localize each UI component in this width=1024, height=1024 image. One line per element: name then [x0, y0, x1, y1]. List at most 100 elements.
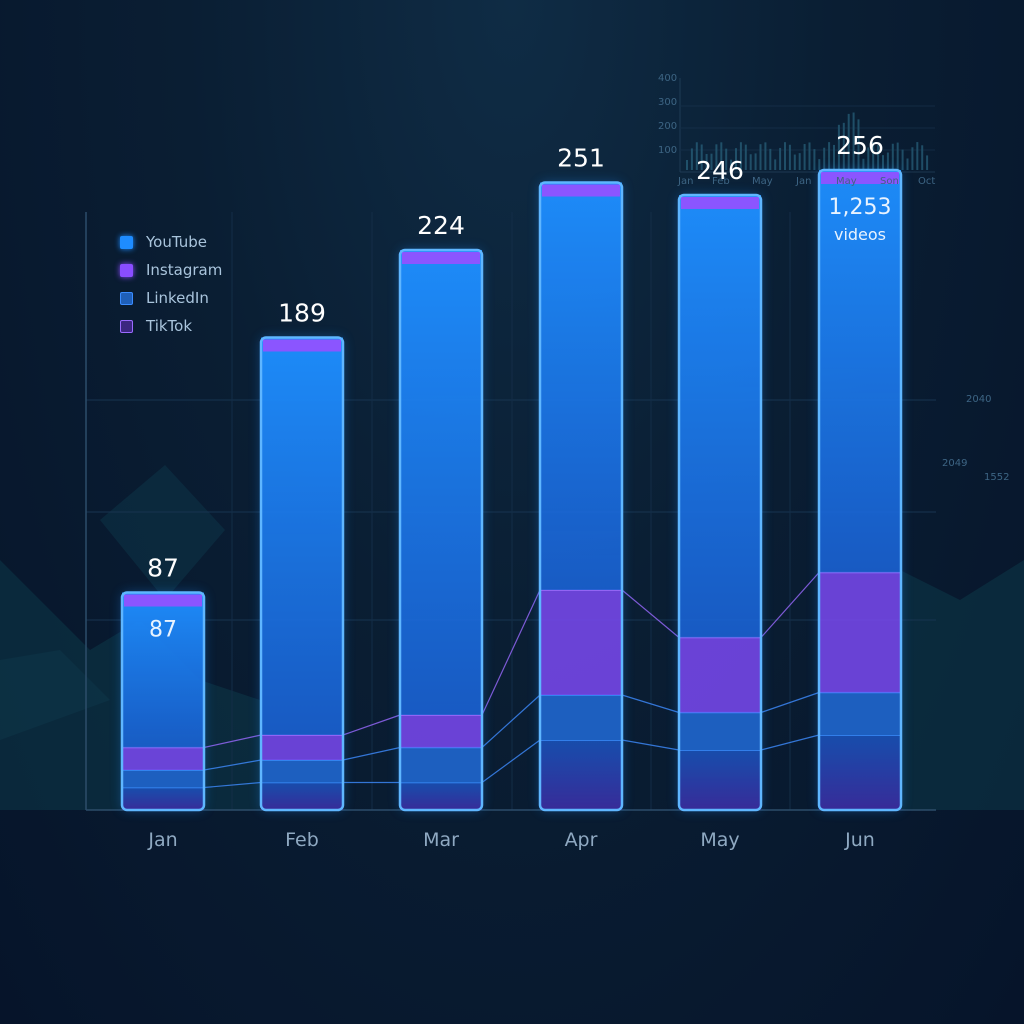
- bar-may[interactable]: [677, 193, 763, 812]
- x-tick-label: Jun: [844, 829, 875, 851]
- mini-y-tick: 400: [658, 73, 678, 84]
- chart-legend: YouTube Instagram LinkedIn TikTok: [120, 232, 222, 336]
- mini-bar: [710, 153, 713, 170]
- bar-feb[interactable]: [259, 336, 345, 812]
- legend-label: YouTube: [146, 233, 207, 251]
- bar-segment-linkedin[interactable]: [261, 760, 343, 783]
- legend-item-tiktok[interactable]: TikTok: [120, 316, 222, 336]
- bar-segment-linkedin[interactable]: [400, 747, 482, 783]
- bar-segment-youtube[interactable]: [679, 195, 761, 638]
- side-number: 1552: [984, 472, 1010, 483]
- bar-outline: [398, 248, 484, 812]
- legend-item-youtube[interactable]: YouTube: [120, 232, 222, 252]
- bar-segment-tiktok[interactable]: [122, 787, 204, 811]
- segment-connector: [481, 739, 541, 783]
- x-tick-label: Jan: [147, 829, 177, 851]
- bar-segment-linkedin[interactable]: [679, 712, 761, 751]
- segment-connector: [760, 734, 820, 751]
- segment-connector: [203, 734, 262, 749]
- mini-bar: [823, 147, 826, 170]
- bar-total-label: 87: [147, 554, 179, 583]
- side-number: 2040: [966, 394, 992, 405]
- mini-bar: [891, 143, 894, 170]
- legend-label: LinkedIn: [146, 289, 209, 307]
- bar-segment-instagram[interactable]: [679, 637, 761, 713]
- segment-connector: [621, 589, 680, 638]
- mini-bar: [852, 112, 855, 170]
- legend-item-linkedin[interactable]: LinkedIn: [120, 288, 222, 308]
- bar-segment-linkedin[interactable]: [819, 692, 901, 736]
- mini-y-tick: 300: [658, 97, 678, 108]
- mini-bar: [837, 124, 840, 170]
- bar-segment-youtube[interactable]: [122, 592, 204, 748]
- bar-inner-label: 1,253: [829, 195, 892, 220]
- bar-segment-tiktok[interactable]: [819, 735, 901, 810]
- bar-segment-tiktok[interactable]: [540, 740, 622, 810]
- x-tick-label: May: [700, 829, 739, 851]
- mini-bar: [808, 142, 811, 170]
- bar-segment-instagram[interactable]: [540, 590, 622, 695]
- bar-cap: [124, 594, 202, 607]
- bar-segment-tiktok[interactable]: [679, 750, 761, 810]
- mini-bar: [818, 159, 821, 170]
- x-tick-label: Feb: [285, 829, 319, 851]
- bar-segment-youtube[interactable]: [819, 170, 901, 573]
- x-tick-label: Mar: [423, 829, 459, 851]
- bar-segment-instagram[interactable]: [261, 735, 343, 760]
- mini-bar: [828, 142, 831, 170]
- bar-inner-label: 87: [149, 618, 177, 643]
- mini-x-tick: May: [836, 176, 857, 187]
- mini-bar: [842, 122, 845, 170]
- mini-y-tick: 200: [658, 121, 678, 132]
- mini-x-tick: May: [752, 176, 773, 187]
- bar-jun[interactable]: [817, 168, 903, 812]
- segment-connector: [760, 572, 820, 638]
- bar-segment-instagram[interactable]: [122, 747, 204, 771]
- mini-bar: [725, 148, 728, 170]
- bar-apr[interactable]: [538, 181, 624, 812]
- bar-segment-linkedin[interactable]: [540, 695, 622, 740]
- mini-bar: [882, 155, 884, 170]
- bar-outline: [538, 181, 624, 812]
- bar-cap: [681, 197, 759, 209]
- segment-connector: [760, 691, 820, 714]
- mini-x-tick: Son: [880, 176, 899, 187]
- mini-bar: [847, 113, 850, 170]
- bar-total-label: 256: [836, 131, 884, 160]
- segment-connector: [481, 589, 541, 716]
- segment-connectors: [203, 572, 820, 789]
- bar-segment-tiktok[interactable]: [400, 782, 482, 811]
- bar-mar[interactable]: [398, 248, 484, 812]
- bar-segment-linkedin[interactable]: [122, 770, 204, 788]
- mini-bar: [872, 142, 875, 170]
- mini-bar: [877, 145, 880, 170]
- mini-x-tick: Jan: [796, 176, 812, 187]
- mini-bar: [911, 147, 914, 170]
- legend-label: TikTok: [146, 317, 193, 335]
- bar-outline: [817, 168, 903, 812]
- mini-bar: [926, 155, 929, 170]
- mini-bar: [735, 148, 737, 170]
- mini-bar: [700, 144, 703, 170]
- bar-segment-instagram[interactable]: [819, 572, 901, 693]
- legend-label: Instagram: [146, 261, 223, 279]
- legend-item-instagram[interactable]: Instagram: [120, 260, 222, 280]
- mini-bar: [833, 144, 835, 170]
- segment-connector: [621, 694, 680, 714]
- bar-segment-youtube[interactable]: [540, 182, 622, 591]
- mini-bar: [921, 145, 924, 170]
- mini-bar: [886, 152, 889, 170]
- bar-segment-youtube[interactable]: [400, 250, 482, 715]
- bar-segment-tiktok[interactable]: [261, 782, 343, 811]
- bar-segment-youtube[interactable]: [261, 337, 343, 736]
- mini-bar: [686, 160, 688, 170]
- mini-chart-decoration: [679, 78, 935, 173]
- mini-bar: [749, 154, 752, 170]
- mini-x-tick: Feb: [712, 176, 730, 187]
- mini-x-tick: Jan: [678, 176, 694, 187]
- bar-segment-instagram[interactable]: [400, 715, 482, 748]
- mini-bar: [803, 144, 806, 170]
- mini-bar: [896, 142, 899, 170]
- bar-jan[interactable]: [120, 591, 206, 812]
